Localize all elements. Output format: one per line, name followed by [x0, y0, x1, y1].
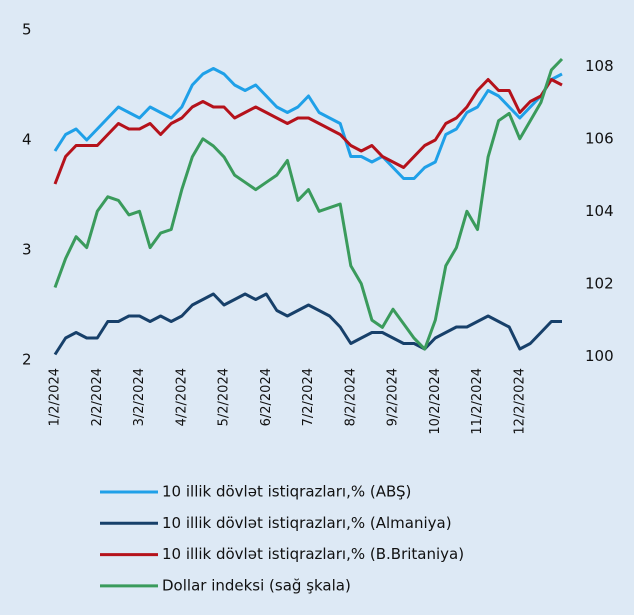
x-tick-label: 5/2/2024 [217, 368, 232, 426]
x-tick-label: 10/2/2024 [428, 368, 443, 435]
series-line [53, 57, 564, 351]
y-tick-label: 2 [22, 351, 32, 369]
y2-tick-label: 104 [585, 202, 614, 220]
legend-label: Dollar indeksi (sağ şkala) [162, 576, 351, 594]
x-tick-label: 7/2/2024 [301, 368, 316, 426]
y-tick-label: 3 [22, 241, 32, 259]
series-line [53, 67, 563, 180]
x-tick-label: 9/2/2024 [386, 368, 401, 426]
y-tick-label: 4 [22, 131, 32, 149]
y2-tick-label: 108 [585, 57, 614, 75]
x-tick-label: 1/2/2024 [48, 368, 63, 426]
legend-label: 10 illik dövlət istiqrazları,% (Almaniya… [162, 514, 452, 532]
legend-label: 10 illik dövlət istiqrazları,% (B.Britan… [162, 545, 464, 563]
x-tick-label: 2/2/2024 [90, 368, 105, 426]
y2-tick-label: 102 [585, 274, 614, 292]
x-tick-label: 6/2/2024 [259, 368, 274, 426]
x-tick-label: 12/2/2024 [512, 368, 527, 435]
series-line [53, 292, 562, 356]
x-tick-label: 3/2/2024 [132, 368, 147, 426]
x-tick-label: 4/2/2024 [174, 368, 189, 426]
x-tick-label: 11/2/2024 [470, 368, 485, 435]
series-line [53, 78, 563, 185]
x-tick-label: 8/2/2024 [343, 368, 358, 426]
y-tick-label: 5 [22, 21, 32, 39]
y2-tick-label: 106 [585, 129, 614, 147]
y2-tick-label: 100 [585, 347, 614, 365]
legend-label: 10 illik dövlət istiqrazları,% (ABŞ) [162, 483, 411, 501]
